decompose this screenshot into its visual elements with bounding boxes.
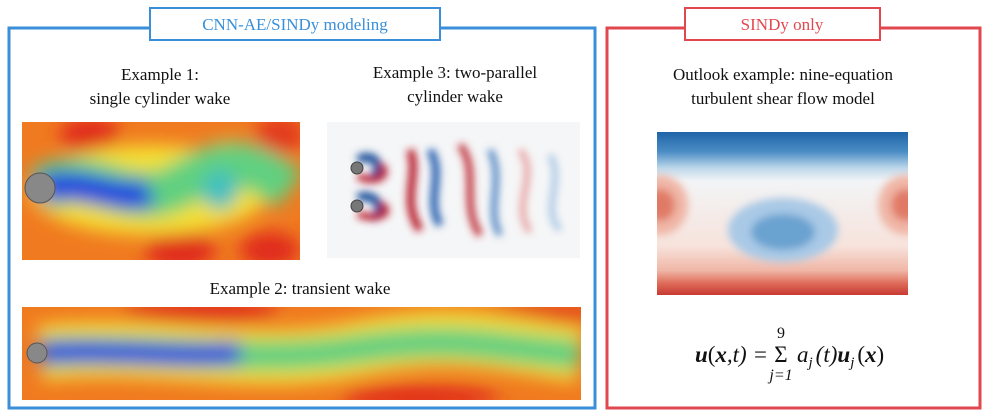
flow-field-2 xyxy=(22,300,600,410)
outlook-label: turbulent shear flow model xyxy=(691,89,875,108)
eq-symbol: x xyxy=(714,342,727,367)
eq-symbol: x xyxy=(864,342,877,367)
equation-rhs: aj(t)uj(x) xyxy=(797,342,884,371)
example-label: Example 3: two-parallel xyxy=(373,63,538,82)
eq-symbol: ( xyxy=(708,342,716,367)
eq-symbol: ) xyxy=(877,342,885,367)
eq-symbol: ,t) = xyxy=(727,342,768,367)
equation-lhs: u(x,t) = xyxy=(695,342,768,367)
eq-symbol: u xyxy=(837,342,850,367)
eq-symbol: a xyxy=(797,342,809,367)
eq-sum: Σ xyxy=(774,342,787,367)
eq-symbol: (t) xyxy=(816,342,838,367)
example-label: single cylinder wake xyxy=(90,89,231,108)
left-title: CNN-AE/SINDy modeling xyxy=(202,15,388,34)
right-title: SINDy only xyxy=(741,15,824,34)
eq-symbol: ( xyxy=(857,342,865,367)
eq-symbol: u xyxy=(695,342,708,367)
eq-sum-lower: j=1 xyxy=(767,367,792,384)
flow-field-3 xyxy=(327,122,580,258)
shear-flow-field xyxy=(632,132,934,295)
example-label: Example 2: transient wake xyxy=(210,279,391,298)
flow-field-1 xyxy=(22,115,305,270)
outlook-label: Outlook example: nine-equation xyxy=(673,65,893,84)
figure: CNN-AE/SINDy modeling Example 1: single … xyxy=(0,0,983,415)
example-label: cylinder wake xyxy=(407,87,503,106)
example-label: Example 1: xyxy=(121,65,199,84)
eq-sum-upper: 9 xyxy=(777,325,785,342)
